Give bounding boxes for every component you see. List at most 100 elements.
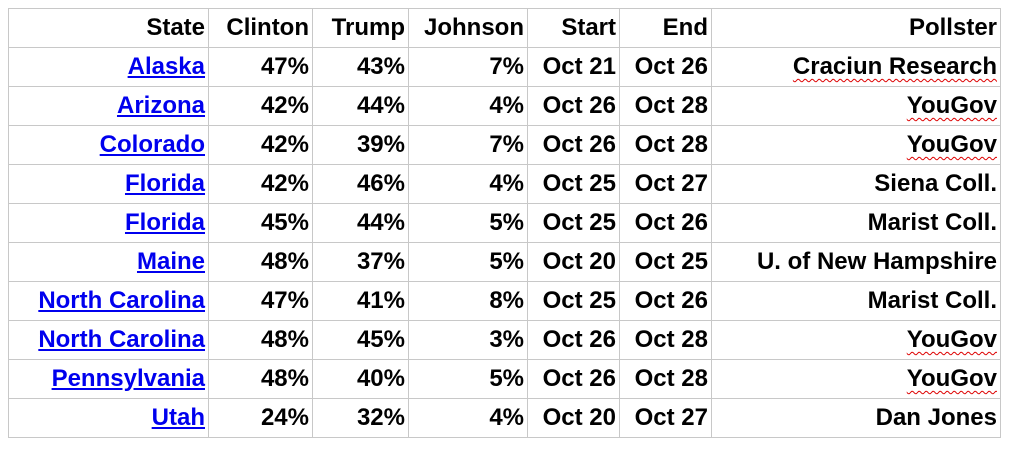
table-cell: Florida (8, 164, 209, 204)
cell-text: Siena Coll. (874, 170, 997, 197)
table-cell: 37% (312, 242, 409, 282)
table-cell: 48% (208, 320, 313, 360)
table-row: Florida 42% 46% 4% Oct 25 Oct 27 Siena Coll. (8, 164, 1001, 204)
table-cell: 42% (208, 164, 313, 204)
state-link[interactable]: North Carolina (38, 287, 205, 314)
table-cell: 5% (408, 242, 528, 282)
table-cell: U. of New Hampshire (711, 242, 1001, 282)
table-row: Florida 45% 44% 5% Oct 25 Oct 26 Marist Coll. (8, 203, 1001, 243)
table-cell: 45% (208, 203, 313, 243)
table-cell: Marist Coll. (711, 281, 1001, 321)
cell-text: Oct 26 (634, 287, 708, 314)
cell-text: Marist Coll. (867, 287, 997, 314)
cell-text: Oct 26 (634, 209, 708, 236)
cell-text: 48% (260, 326, 309, 353)
state-link[interactable]: Utah (151, 404, 205, 431)
cell-text: Oct 20 (542, 248, 616, 275)
table-cell: 4% (408, 86, 528, 126)
table-cell: 41% (312, 281, 409, 321)
table-cell: 47% (208, 281, 313, 321)
table-cell: 46% (312, 164, 409, 204)
cell-text: YouGov (906, 92, 997, 119)
cell-text: 5% (489, 365, 524, 392)
table-cell: 4% (408, 398, 528, 438)
table-cell: Dan Jones (711, 398, 1001, 438)
table-cell: North Carolina (8, 281, 209, 321)
table-cell: 45% (312, 320, 409, 360)
column-header: Start (527, 8, 620, 48)
table-cell: Oct 28 (619, 320, 712, 360)
table-cell: Marist Coll. (711, 203, 1001, 243)
cell-text: 48% (260, 248, 309, 275)
state-link[interactable]: Maine (136, 248, 205, 275)
state-link[interactable]: Florida (124, 209, 205, 236)
cell-text: 5% (489, 209, 524, 236)
table-cell: Florida (8, 203, 209, 243)
table-cell: 43% (312, 47, 409, 87)
cell-text: 45% (356, 326, 405, 353)
state-link[interactable]: Florida (124, 170, 205, 197)
cell-text: YouGov (906, 365, 997, 392)
table-cell: Oct 27 (619, 398, 712, 438)
cell-text: 42% (260, 92, 309, 119)
table-cell: Oct 21 (527, 47, 620, 87)
cell-text: YouGov (906, 131, 997, 158)
table-cell: Oct 25 (527, 164, 620, 204)
table-row: Pennsylvania 48% 40% 5% Oct 26 Oct 28 YouGov (8, 359, 1001, 399)
cell-text: 42% (260, 131, 309, 158)
table-cell: YouGov (711, 86, 1001, 126)
table-cell: Alaska (8, 47, 209, 87)
cell-text: 47% (260, 53, 309, 80)
table-cell: 42% (208, 86, 313, 126)
state-link[interactable]: Alaska (127, 53, 205, 80)
cell-text: Oct 26 (542, 131, 616, 158)
header-row: State Clinton Trump Johnson Start End Pollster (8, 8, 1001, 48)
table-cell: Oct 25 (527, 203, 620, 243)
table-body: Alaska 47% 43% 7% Oct 21 Oct 26 Craciun Resear… (8, 47, 1001, 438)
cell-text: Craciun Research (792, 53, 997, 80)
table-cell: Oct 27 (619, 164, 712, 204)
state-link[interactable]: Arizona (116, 92, 205, 119)
cell-text: Oct 25 (634, 248, 708, 275)
table-cell: 4% (408, 164, 528, 204)
table-cell: 44% (312, 203, 409, 243)
cell-text: Oct 21 (542, 53, 616, 80)
table-cell: 24% (208, 398, 313, 438)
cell-text: 5% (489, 248, 524, 275)
table-cell: Oct 20 (527, 242, 620, 282)
table-cell: 48% (208, 242, 313, 282)
cell-text: 7% (489, 53, 524, 80)
cell-text: 4% (489, 170, 524, 197)
table-cell: Pennsylvania (8, 359, 209, 399)
table-row: Maine 48% 37% 5% Oct 20 Oct 25 U. of New Hamps… (8, 242, 1001, 282)
table-cell: Oct 26 (619, 203, 712, 243)
cell-text: 4% (489, 92, 524, 119)
column-header: End (619, 8, 712, 48)
table-cell: 8% (408, 281, 528, 321)
cell-text: Oct 25 (542, 209, 616, 236)
cell-text: Oct 27 (634, 404, 708, 431)
table-row: Arizona 42% 44% 4% Oct 26 Oct 28 YouGov (8, 86, 1001, 126)
table-cell: Siena Coll. (711, 164, 1001, 204)
state-link[interactable]: North Carolina (38, 326, 205, 353)
table-cell: Colorado (8, 125, 209, 165)
column-header: Trump (312, 8, 409, 48)
state-link[interactable]: Pennsylvania (51, 365, 205, 392)
table-cell: 44% (312, 86, 409, 126)
cell-text: Oct 28 (634, 92, 708, 119)
cell-text: 45% (260, 209, 309, 236)
cell-text: 40% (356, 365, 405, 392)
cell-text: 41% (356, 287, 405, 314)
table-cell: North Carolina (8, 320, 209, 360)
cell-text: YouGov (906, 326, 997, 353)
cell-text: 7% (489, 131, 524, 158)
table-cell: Oct 25 (527, 281, 620, 321)
table-row: Utah 24% 32% 4% Oct 20 Oct 27 Dan Jones (8, 398, 1001, 438)
cell-text: 37% (356, 248, 405, 275)
cell-text: 24% (260, 404, 309, 431)
table-cell: YouGov (711, 125, 1001, 165)
cell-text: 4% (489, 404, 524, 431)
table-row: Colorado 42% 39% 7% Oct 26 Oct 28 YouGov (8, 125, 1001, 165)
cell-text: 44% (356, 92, 405, 119)
state-link[interactable]: Colorado (99, 131, 205, 158)
